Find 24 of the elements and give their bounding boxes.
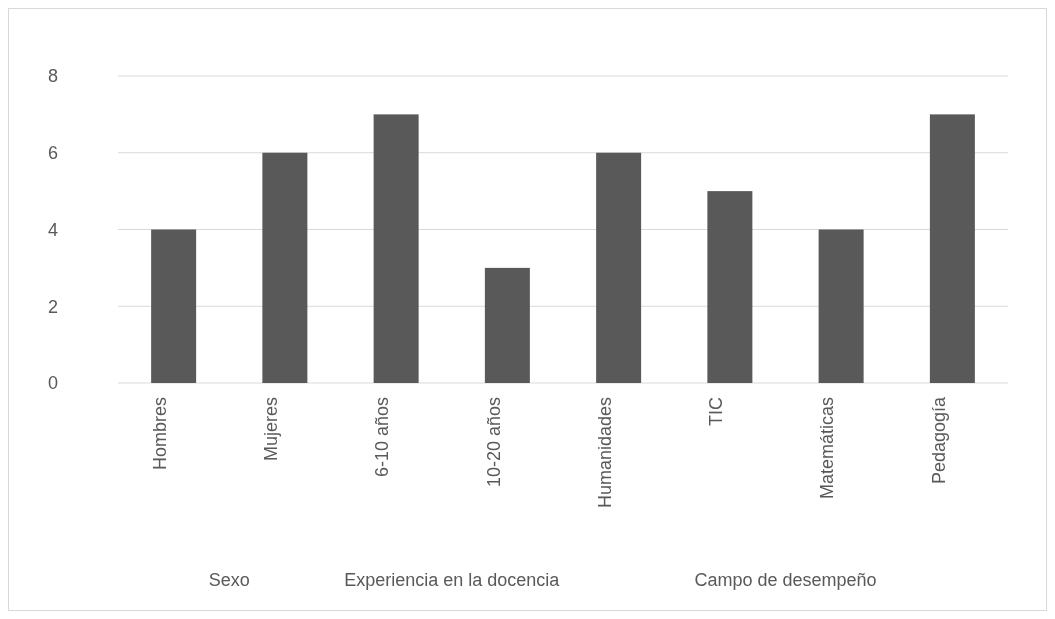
x-tick-label: Mujeres: [261, 397, 282, 462]
bar: [373, 114, 419, 383]
x-tick-label: Hombres: [149, 397, 170, 471]
y-tick-label: 0: [47, 373, 59, 394]
y-tick-label: 2: [47, 296, 59, 317]
x-tick-label: TIC: [706, 397, 727, 426]
bar: [707, 191, 753, 383]
x-tick-label: Pedagogía: [928, 396, 949, 485]
bar: [262, 152, 308, 383]
text: Sexo: [208, 570, 250, 590]
y-tick-label: 4: [47, 219, 59, 240]
x-tick-label: Humanidades: [594, 397, 615, 509]
x-tick-label: 10-20 años: [483, 397, 504, 488]
bar: [484, 267, 530, 383]
x-tick-label: Matemáticas: [817, 397, 838, 500]
x-tick-label: 6-10 años: [372, 397, 393, 478]
bar: [818, 229, 864, 383]
bar: [596, 152, 642, 383]
bar: [151, 229, 197, 383]
bar: [929, 114, 975, 383]
y-tick-label: 6: [47, 143, 59, 164]
text: Campo de desempeño: [694, 570, 877, 590]
text: Experiencia en la docencia: [344, 570, 561, 590]
y-tick-label: 8: [47, 66, 59, 87]
